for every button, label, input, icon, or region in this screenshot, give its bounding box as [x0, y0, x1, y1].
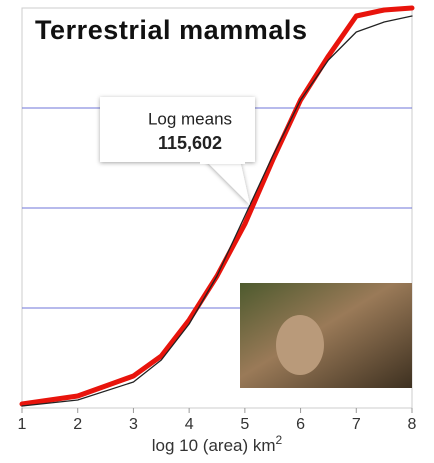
x-tick-label: 2: [73, 416, 82, 433]
chart-title: Terrestrial mammals: [35, 15, 307, 45]
callout-label: Log means: [148, 109, 232, 128]
photo-cougar: [276, 315, 324, 375]
x-tick-label: 4: [185, 416, 194, 433]
x-tick-label: 8: [408, 416, 417, 433]
chart: Log means 115,602 Terrestrial mammals 1 2…: [0, 0, 434, 458]
page: {"chart_data": {"type": "line", "title":…: [0, 0, 434, 463]
x-tick-label: 7: [352, 416, 361, 433]
photo: [240, 283, 412, 388]
x-axis-label: log 10 (area) km2: [152, 433, 283, 455]
x-tick-label: 3: [129, 416, 138, 433]
x-tick-label: 1: [18, 416, 27, 433]
callout-value: 115,602: [158, 133, 222, 153]
x-axis-label-superscript: 2: [276, 433, 283, 447]
x-tick-label: 6: [296, 416, 305, 433]
x-tick-label: 5: [240, 416, 249, 433]
x-axis-label-text: log 10 (area) km: [152, 436, 276, 455]
